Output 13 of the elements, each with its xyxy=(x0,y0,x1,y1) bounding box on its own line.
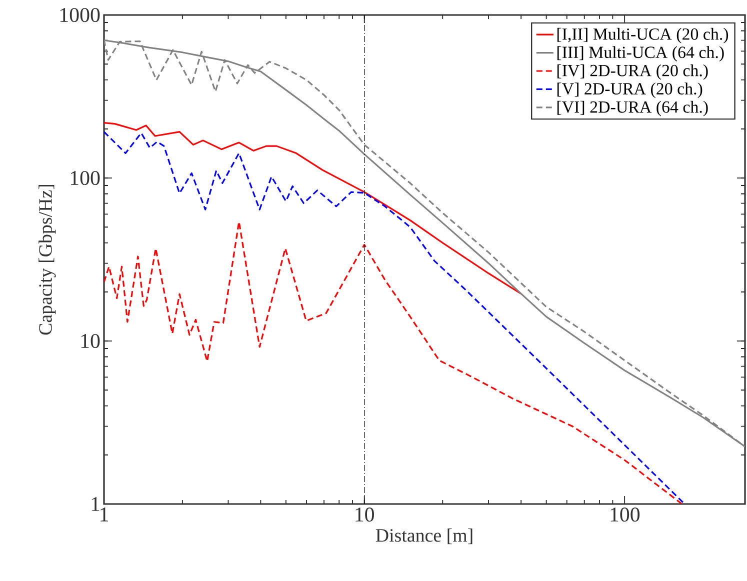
x-tick-label: 100 xyxy=(610,508,640,522)
y-tick-label: 100 xyxy=(70,170,100,186)
x-axis-title: Distance [m] xyxy=(376,528,472,544)
legend-label: [V] 2D-URA (20 ch.) xyxy=(557,82,702,98)
x-tick-label: 10 xyxy=(356,508,374,522)
legend-label: [IV] 2D-URA (20 ch.) xyxy=(557,64,708,80)
y-tick-label: 10 xyxy=(81,334,100,348)
legend-label: [III] Multi-UCA (64 ch.) xyxy=(557,46,724,62)
legend-label: [VI] 2D-URA (64 ch.) xyxy=(557,100,708,116)
y-tick-label: 1 xyxy=(92,497,100,511)
legend-label: [I,II] Multi-UCA (20 ch.) xyxy=(557,28,728,44)
y-tick-label: 1000 xyxy=(60,8,100,22)
y-axis-title: Capacity [Gbps/Hz] xyxy=(38,184,56,335)
